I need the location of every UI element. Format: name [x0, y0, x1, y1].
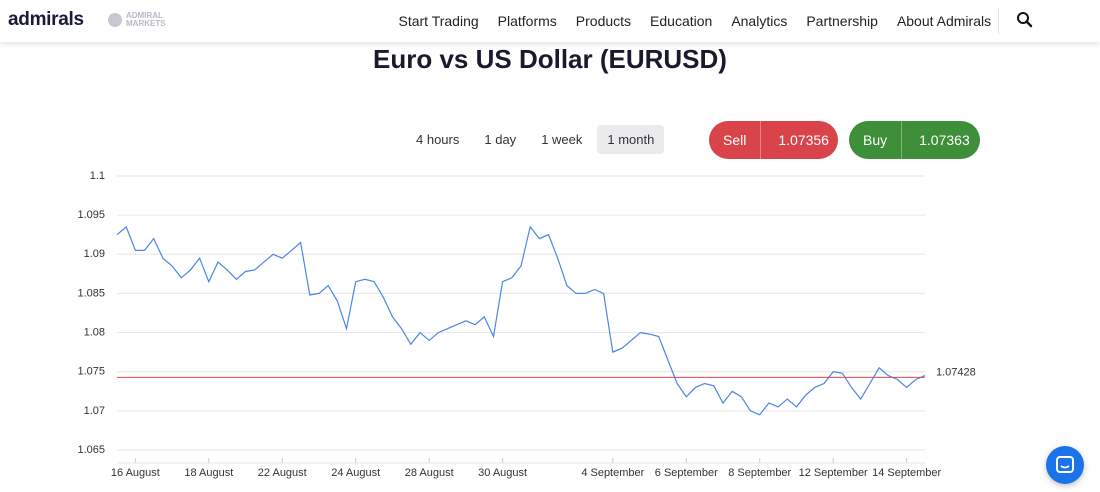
nav-link[interactable]: About Admirals [896, 13, 992, 29]
y-tick-label: 1.085 [77, 287, 105, 299]
separator [998, 8, 999, 34]
y-tick-label: 1.08 [84, 326, 105, 338]
price-line [116, 225, 926, 416]
logo[interactable]: admirals [8, 9, 84, 30]
y-tick-label: 1.1 [90, 170, 105, 182]
timeframe-tab[interactable]: 1 week [541, 132, 583, 147]
timeframe-tabs: 4 hours 1 day 1 week 1 month [406, 125, 669, 154]
x-tick-label: 4 September [581, 467, 644, 479]
nav-link[interactable]: Education [650, 13, 713, 29]
nav-link[interactable]: Start Trading [398, 13, 479, 29]
y-tick-label: 1.065 [77, 444, 105, 456]
timeframe-tab[interactable]: 1 day [484, 132, 517, 147]
nav-link[interactable]: Products [575, 13, 632, 29]
x-tick-label: 8 September [728, 467, 791, 479]
sell-label: Sell [709, 121, 762, 159]
x-tick-label: 18 August [184, 467, 233, 479]
header: admirals ADMIRAL MARKETS Start Trading Pl… [0, 0, 1100, 42]
nav-link[interactable]: Partnership [806, 13, 878, 29]
y-tick-label: 1.075 [77, 366, 105, 378]
x-tick-label: 14 September [872, 467, 941, 479]
y-tick-label: 1.095 [77, 209, 105, 221]
x-tick-label: 22 August [258, 467, 307, 479]
sell-price: 1.07356 [778, 132, 829, 148]
nav-link[interactable]: Platforms [497, 13, 557, 29]
buy-price: 1.07363 [919, 132, 970, 148]
x-tick-label: 6 September [655, 467, 718, 479]
nav: Start Trading Platforms Products Education A… [389, 0, 1001, 42]
x-tick-label: 24 August [331, 467, 380, 479]
y-tick-label: 1.09 [84, 248, 105, 260]
nav-link[interactable]: Analytics [731, 13, 788, 29]
chat-button[interactable] [1046, 446, 1084, 484]
search-icon[interactable] [1016, 11, 1034, 29]
x-tick-label: 28 August [405, 467, 454, 479]
page-title: Euro vs US Dollar (EURUSD) [373, 44, 727, 74]
x-tick-label: 30 August [478, 467, 527, 479]
buy-label: Buy [849, 121, 903, 159]
x-tick-label: 16 August [111, 467, 160, 479]
y-tick-label: 1.07 [84, 405, 105, 417]
buy-button[interactable]: Buy 1.07363 [849, 121, 980, 159]
reference-label: 1.07428 [936, 366, 976, 378]
sub-logo: ADMIRAL MARKETS [108, 12, 196, 28]
x-tick-label: 12 September [799, 467, 868, 479]
timeframe-tab[interactable]: 4 hours [416, 132, 460, 147]
timeframe-tab[interactable]: 1 month [597, 125, 665, 154]
chat-icon [1056, 456, 1074, 473]
sell-button[interactable]: Sell 1.07356 [709, 121, 838, 159]
